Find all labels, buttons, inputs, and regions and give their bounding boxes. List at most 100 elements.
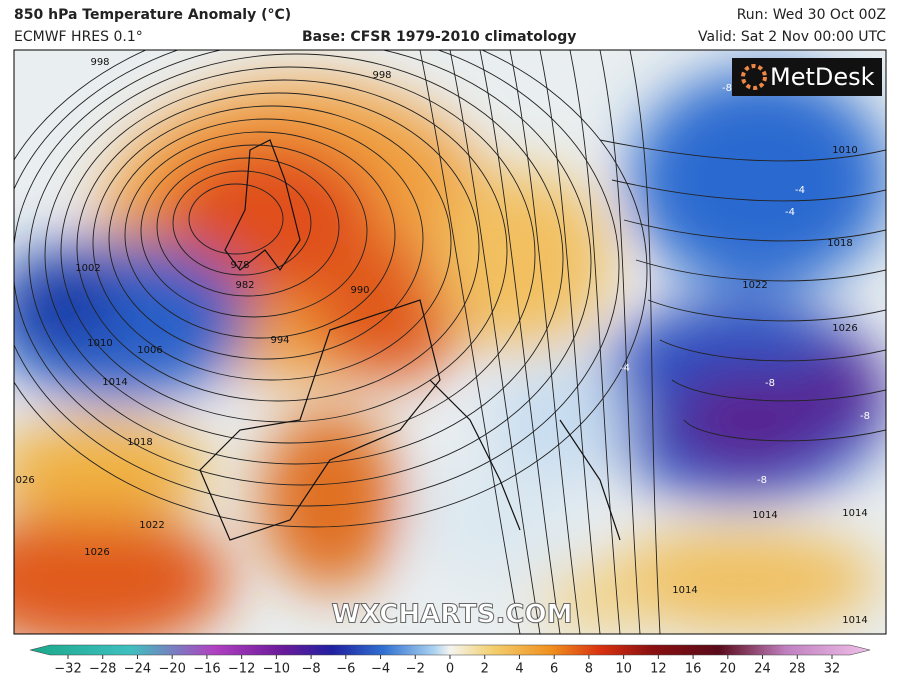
isobar	[108, 118, 424, 360]
isobar-label: 1026	[832, 323, 857, 334]
isobar	[539, 50, 601, 634]
colorbar	[29, 644, 871, 656]
anomaly-label: -8	[765, 378, 775, 389]
colorbar-label: −32	[54, 662, 81, 677]
isobar-label: 1014	[102, 377, 127, 388]
colorbar-label: 8	[585, 662, 593, 677]
isobar-label: 1002	[75, 263, 100, 274]
colorbar-label: 32	[824, 662, 841, 677]
colorbar-label: −2	[406, 662, 425, 677]
logo-icon	[741, 64, 767, 90]
isobar	[647, 299, 886, 322]
isobar-label: 1014	[752, 510, 777, 521]
isobar	[172, 170, 312, 276]
isobar-label: 1018	[127, 437, 152, 448]
colorbar-label: 10	[615, 662, 632, 677]
isobar	[671, 379, 886, 402]
colorbar-label: −8	[302, 662, 321, 677]
map-frame	[13, 49, 887, 635]
isobar	[599, 139, 886, 162]
isobar	[28, 53, 564, 465]
run: Run: Wed 30 Oct 00Z	[737, 7, 886, 23]
logo-box	[732, 58, 882, 96]
colorbar-label: 0	[446, 662, 454, 677]
map: 998 998 1010 1018 1022 1026 1002 1006 1010 1014 10…	[9, 50, 886, 634]
isobar-label: 1026	[9, 475, 34, 486]
anomaly-label: -8	[722, 83, 732, 94]
isobar	[659, 339, 886, 362]
title: 850 hPa Temperature Anomaly (°C)	[14, 7, 291, 23]
isobar	[156, 157, 340, 297]
isobar	[124, 131, 396, 339]
isobar-label: 990	[350, 285, 369, 296]
isobar	[629, 50, 661, 634]
anomaly-label: -4	[785, 207, 795, 218]
isobar	[92, 105, 452, 381]
isobar	[569, 50, 621, 634]
isobar	[509, 50, 581, 634]
colorbar-label: 16	[685, 662, 702, 677]
base: Base: CFSR 1979-2010 climatology	[302, 29, 576, 45]
isobar	[44, 66, 536, 444]
colorbar-label: −6	[336, 662, 355, 677]
anomaly-label: -4	[795, 185, 805, 196]
anomaly-field	[14, 70, 886, 634]
isobar	[76, 92, 480, 402]
isobar	[14, 50, 592, 486]
isobar	[611, 179, 886, 202]
isobar	[14, 50, 620, 507]
isobar-label: 1014	[842, 508, 867, 519]
colorbar-label: −16	[193, 662, 220, 677]
isobar-label: 982	[235, 280, 254, 291]
map-labels: 998 998 1010 1018 1022 1026 1002 1006 1010 1014 10…	[9, 57, 870, 626]
isobar	[188, 183, 284, 255]
colorbar-label: −10	[263, 662, 290, 677]
colorbar-label: −4	[371, 662, 390, 677]
colorbar-label: −12	[228, 662, 255, 677]
isobar-label: 1010	[87, 338, 112, 349]
isobar-label: 1022	[139, 520, 164, 531]
isobar-label: 1010	[832, 145, 857, 156]
isobar	[599, 50, 641, 634]
anomaly-label: -8	[757, 475, 767, 486]
isobar-label: 978	[230, 260, 249, 271]
colorbar-label: 24	[754, 662, 771, 677]
isobar	[683, 419, 886, 442]
isobar-label: 1018	[827, 238, 852, 249]
isobar	[140, 144, 368, 318]
isobars	[14, 50, 886, 634]
anomaly-label: -4	[620, 363, 630, 374]
watermark: WXCHARTS.COM	[331, 600, 572, 630]
colorbar-label: −24	[124, 662, 151, 677]
isobar	[623, 219, 886, 242]
colorbar-label: 20	[720, 662, 737, 677]
isobar	[635, 259, 886, 282]
isobar-label: 1022	[742, 280, 767, 291]
isobar-label: 1014	[842, 615, 867, 626]
isobar-label: 998	[372, 70, 391, 81]
isobar-label: 998	[90, 57, 109, 68]
colorbar-label: 2	[481, 662, 489, 677]
anomaly-label: -8	[860, 411, 870, 422]
colorbar-ticks: −32 −28 −24 −20 −16 −12 −10 −8 −6 −4 −2 0 2 4 6 8 10 12 16…	[54, 655, 840, 677]
colorbar-label: 6	[550, 662, 558, 677]
isobar-label: 1014	[672, 585, 697, 596]
isobar	[449, 50, 541, 634]
isobar	[419, 50, 521, 634]
coast	[199, 139, 621, 541]
isobar	[60, 79, 508, 423]
isobar-label: 1006	[137, 345, 162, 356]
colorbar-label: 12	[650, 662, 667, 677]
colorbar-label: −20	[158, 662, 185, 677]
valid: Valid: Sat 2 Nov 00:00 UTC	[698, 29, 886, 45]
isobar-label: 1026	[84, 547, 109, 558]
isobar	[14, 50, 648, 528]
model: ECMWF HRES 0.1°	[14, 29, 143, 45]
colorbar-label: 28	[789, 662, 806, 677]
colorbar-label: 4	[515, 662, 523, 677]
isobar	[479, 50, 561, 634]
logo: MetDesk	[770, 63, 875, 91]
isobar-label: 994	[270, 335, 289, 346]
colorbar-label: −28	[89, 662, 116, 677]
